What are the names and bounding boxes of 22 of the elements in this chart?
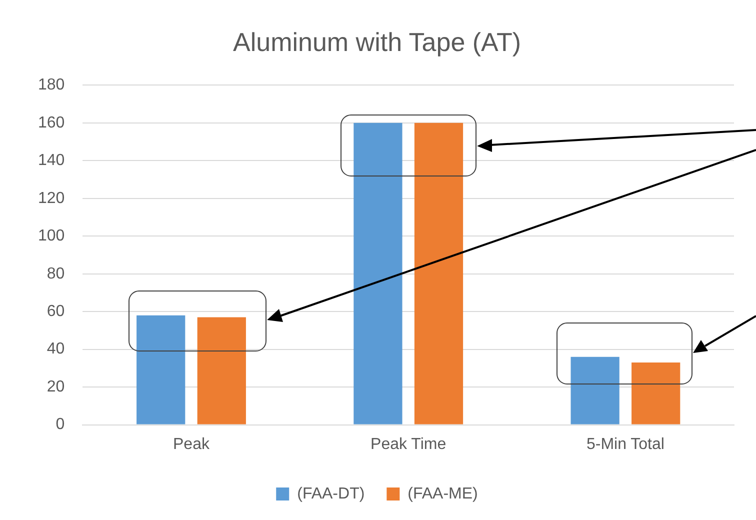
y-tick-label: 160: [38, 114, 65, 132]
y-tick-label: 40: [46, 340, 65, 358]
y-tick-label: 0: [56, 416, 65, 434]
y-tick-label: 80: [46, 265, 65, 282]
y-tick-label: 100: [38, 228, 65, 245]
bar: [136, 315, 186, 424]
x-tick-label: Peak Time: [370, 436, 446, 453]
y-tick-label: 180: [38, 76, 65, 94]
legend-label: (FAA-ME): [408, 485, 478, 502]
y-tick-label: 60: [46, 303, 65, 320]
bar: [414, 122, 464, 424]
y-tick-label: 120: [38, 190, 65, 207]
bar: [570, 356, 620, 424]
y-tick-label: 20: [46, 378, 65, 396]
chart-title: Aluminum with Tape (AT): [232, 26, 522, 57]
x-tick-label: Peak: [173, 436, 210, 453]
bar: [354, 122, 402, 424]
bar: [197, 317, 246, 424]
legend-label: (FAA-DT): [297, 485, 365, 502]
y-tick-label: 140: [38, 152, 65, 170]
bar: [632, 362, 680, 424]
x-tick-label: 5-Min Total: [586, 436, 664, 453]
